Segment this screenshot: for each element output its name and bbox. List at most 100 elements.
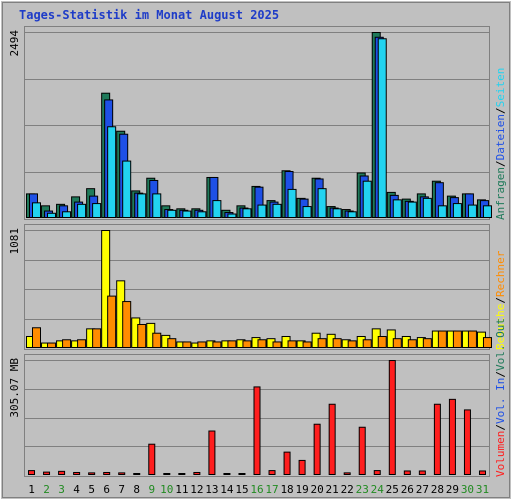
bar-rechner-day-15 [242, 340, 252, 348]
bar-rechner-day-16 [257, 339, 267, 348]
x-tick-label-day-22: 22 [341, 483, 354, 496]
bar-seiten-day-24 [377, 38, 387, 219]
bar-seiten-day-16 [257, 204, 267, 218]
legend-item-volumen: Volumen [494, 431, 507, 477]
bar-seiten-day-14 [227, 213, 237, 218]
bar-volumen-day-21 [328, 403, 336, 475]
bar-rechner-day-25 [392, 338, 402, 348]
bar-rechner-day-5 [92, 328, 102, 349]
bar-volumen-day-19 [298, 459, 306, 475]
x-tick-label-day-17: 17 [265, 483, 278, 496]
bar-rechner-day-21 [332, 338, 342, 348]
bar-volumen-day-17 [268, 470, 276, 476]
bar-seiten-day-12 [197, 211, 207, 218]
bar-seiten-day-17 [272, 203, 282, 218]
bar-volumen-day-11 [178, 473, 186, 475]
bar-volumen-day-5 [88, 472, 96, 476]
bar-volumen-day-14 [223, 473, 231, 475]
bar-seiten-day-20 [317, 188, 327, 219]
bar-rechner-day-27 [422, 338, 432, 348]
bar-rechner-day-8 [137, 323, 147, 348]
x-tick-label-day-9: 9 [148, 483, 155, 496]
x-tick-label-day-11: 11 [175, 483, 188, 496]
bar-seiten-day-22 [347, 211, 357, 218]
bar-seiten-day-27 [422, 197, 432, 219]
bar-rechner-day-14 [227, 340, 237, 348]
x-tick-label-day-26: 26 [401, 483, 414, 496]
bar-seiten-day-21 [332, 208, 342, 219]
bar-rechner-day-31 [482, 337, 492, 348]
bar-volumen-day-30 [463, 409, 471, 476]
panel-middle: 1081 Besuche/Rechner [8, 224, 507, 350]
bar-rechner-day-17 [272, 341, 282, 348]
bar-volumen-day-6 [103, 471, 111, 475]
x-axis-labels: 1 2 3 4 5 6 7 8 9 10 11 12 13 14 15 16 17 18 19 20 21 22 23 24 2… [28, 483, 489, 496]
x-tick-label-day-25: 25 [386, 483, 399, 496]
bar-rechner-day-2 [47, 342, 57, 348]
bar-seiten-day-28 [437, 205, 447, 219]
bar-seiten-day-5 [92, 203, 102, 218]
bar-volumen-day-3 [58, 470, 66, 476]
bar-seiten-day-18 [287, 188, 297, 219]
bar-seiten-day-26 [407, 201, 417, 218]
legend-separator: / [494, 371, 507, 378]
bar-rechner-day-11 [182, 341, 192, 348]
bar-seiten-day-6 [107, 126, 117, 218]
x-tick-label-day-5: 5 [88, 483, 95, 496]
x-tick-label-day-18: 18 [280, 483, 293, 496]
x-tick-label-day-10: 10 [160, 483, 173, 496]
bar-rechner-day-28 [437, 330, 447, 349]
bar-seiten-day-30 [467, 204, 477, 218]
bar-seiten-day-19 [302, 206, 312, 219]
legend-separator: / [494, 160, 507, 167]
bar-volumen-day-4 [73, 471, 81, 475]
x-tick-label-day-12: 12 [190, 483, 203, 496]
legend-item-vol-out: Vol. Out [494, 318, 507, 371]
legend-separator: / [494, 297, 507, 304]
bar-volumen-day-13 [208, 430, 216, 475]
bar-volumen-day-8 [133, 473, 141, 475]
bar-seiten-day-29 [452, 203, 462, 218]
bar-volumen-day-31 [478, 470, 486, 475]
bar-rechner-day-1 [32, 327, 41, 349]
legend-item-vol-in: Vol. In [494, 378, 507, 424]
bar-seiten-day-31 [482, 205, 492, 219]
bar-rechner-day-29 [452, 330, 462, 349]
bar-volumen-day-7 [118, 472, 126, 476]
chart-title: Tages-Statistik im Monat August 2025 [19, 8, 279, 22]
bar-volumen-day-26 [403, 470, 411, 475]
legend-separator: / [494, 107, 507, 114]
bar-rechner-day-19 [302, 341, 312, 348]
bar-seiten-day-8 [137, 193, 147, 218]
bar-volumen-day-20 [313, 423, 321, 475]
bar-volumen-day-28 [433, 403, 441, 475]
bar-volumen-day-12 [193, 471, 201, 475]
x-tick-label-day-7: 7 [118, 483, 125, 496]
legend-item-anfragen: Anfragen [494, 167, 507, 220]
bar-volumen-day-15 [238, 473, 246, 475]
bar-volumen-day-29 [448, 398, 456, 476]
bar-rechner-day-22 [347, 340, 357, 348]
legend-bottom: Volumen/Vol. In/Vol. Out [494, 318, 507, 477]
legend-middle: Besuche/Rechner [494, 250, 507, 350]
x-tick-label-day-28: 28 [431, 483, 444, 496]
bar-rechner-day-23 [362, 339, 372, 348]
bar-rechner-day-3 [62, 339, 72, 348]
bar-volumen-day-16 [253, 386, 261, 476]
x-tick-label-day-2: 2 [43, 483, 50, 496]
legend-item-dateien: Dateien [494, 114, 507, 160]
bar-volumen-day-18 [283, 451, 291, 476]
x-tick-label-day-30: 30 [461, 483, 474, 496]
x-tick-label-day-24: 24 [371, 483, 385, 496]
x-tick-label-day-4: 4 [73, 483, 80, 496]
y-tick-label-bottom: 305.07 MB [8, 358, 21, 418]
x-tick-label-day-14: 14 [220, 483, 234, 496]
bar-besuche-day-6 [101, 230, 111, 348]
bar-seiten-day-2 [47, 212, 57, 218]
legend-top: Anfragen/Dateien/Seiten [494, 68, 507, 220]
chart-panels: 2494Anfragen/Dateien/Seiten1081Besuche/R… [8, 26, 507, 477]
